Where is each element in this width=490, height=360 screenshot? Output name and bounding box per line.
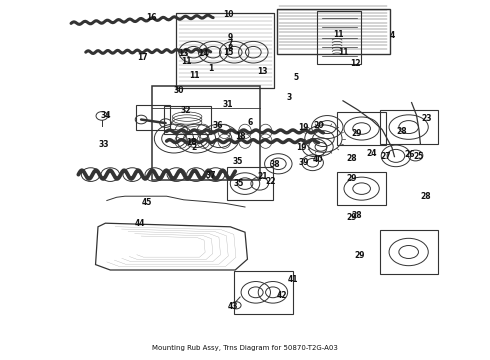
Text: 18: 18 bbox=[235, 132, 245, 141]
Text: 28: 28 bbox=[396, 127, 407, 136]
Text: 15: 15 bbox=[222, 48, 233, 57]
Text: 29: 29 bbox=[346, 174, 357, 183]
Text: 2: 2 bbox=[191, 143, 196, 152]
Bar bbox=[337, 112, 386, 145]
Bar bbox=[277, 9, 390, 54]
Bar bbox=[136, 105, 170, 130]
Text: 23: 23 bbox=[421, 114, 432, 123]
Text: 4: 4 bbox=[390, 31, 394, 40]
Bar bbox=[380, 110, 438, 144]
Text: 36: 36 bbox=[213, 121, 223, 130]
Text: 12: 12 bbox=[350, 58, 361, 68]
Text: 35: 35 bbox=[232, 157, 243, 166]
Text: 17: 17 bbox=[137, 53, 147, 62]
Text: 9: 9 bbox=[228, 33, 233, 42]
Text: 14: 14 bbox=[198, 49, 209, 58]
Text: 32: 32 bbox=[181, 107, 192, 115]
Bar bbox=[227, 167, 273, 200]
Text: 33: 33 bbox=[98, 140, 109, 149]
Text: 40: 40 bbox=[312, 155, 323, 164]
Text: 28: 28 bbox=[420, 192, 431, 201]
Text: 7: 7 bbox=[228, 39, 233, 48]
Text: 29: 29 bbox=[354, 251, 365, 260]
Text: 29: 29 bbox=[346, 213, 357, 222]
Text: 1: 1 bbox=[208, 64, 213, 73]
Text: 30: 30 bbox=[173, 86, 184, 95]
Text: Mounting Rub Assy, Trns Diagram for 50870-T2G-A03: Mounting Rub Assy, Trns Diagram for 5087… bbox=[152, 345, 338, 351]
Text: 38: 38 bbox=[269, 161, 280, 169]
Text: 37: 37 bbox=[205, 171, 216, 180]
Text: 10: 10 bbox=[223, 10, 234, 19]
Text: 41: 41 bbox=[288, 274, 298, 284]
Text: 24: 24 bbox=[366, 149, 377, 158]
Text: 18: 18 bbox=[186, 138, 196, 147]
Bar bbox=[317, 11, 361, 64]
Text: 21: 21 bbox=[257, 172, 268, 181]
Bar bbox=[234, 271, 293, 314]
Text: 20: 20 bbox=[313, 122, 324, 130]
Text: 26: 26 bbox=[404, 150, 415, 159]
Text: 19: 19 bbox=[298, 123, 309, 132]
Text: 3: 3 bbox=[287, 93, 292, 102]
Text: 22: 22 bbox=[265, 177, 276, 186]
Text: 25: 25 bbox=[414, 152, 424, 161]
Text: 31: 31 bbox=[222, 100, 233, 109]
Text: 11: 11 bbox=[333, 30, 343, 39]
Text: 43: 43 bbox=[228, 302, 239, 311]
Text: 5: 5 bbox=[294, 73, 299, 82]
Text: 16: 16 bbox=[147, 13, 157, 22]
Text: 42: 42 bbox=[277, 292, 288, 300]
Bar bbox=[164, 106, 211, 134]
Text: 11: 11 bbox=[189, 71, 200, 80]
Text: 28: 28 bbox=[351, 211, 362, 220]
Text: 19: 19 bbox=[296, 143, 307, 152]
Text: 11: 11 bbox=[181, 57, 192, 66]
Text: 34: 34 bbox=[100, 111, 111, 120]
Bar bbox=[380, 230, 438, 274]
Text: 11: 11 bbox=[338, 48, 348, 57]
Text: 13: 13 bbox=[178, 49, 189, 58]
Text: 29: 29 bbox=[351, 129, 362, 138]
Text: 6: 6 bbox=[247, 118, 252, 127]
Text: 27: 27 bbox=[381, 152, 392, 161]
Text: 45: 45 bbox=[142, 198, 152, 207]
Text: 39: 39 bbox=[298, 158, 309, 167]
Text: 28: 28 bbox=[346, 154, 357, 163]
Text: 13: 13 bbox=[257, 68, 268, 77]
Text: 8: 8 bbox=[228, 44, 233, 53]
Text: 35: 35 bbox=[234, 179, 245, 188]
Bar bbox=[152, 86, 260, 180]
Bar bbox=[337, 172, 386, 205]
Text: 44: 44 bbox=[134, 219, 145, 228]
